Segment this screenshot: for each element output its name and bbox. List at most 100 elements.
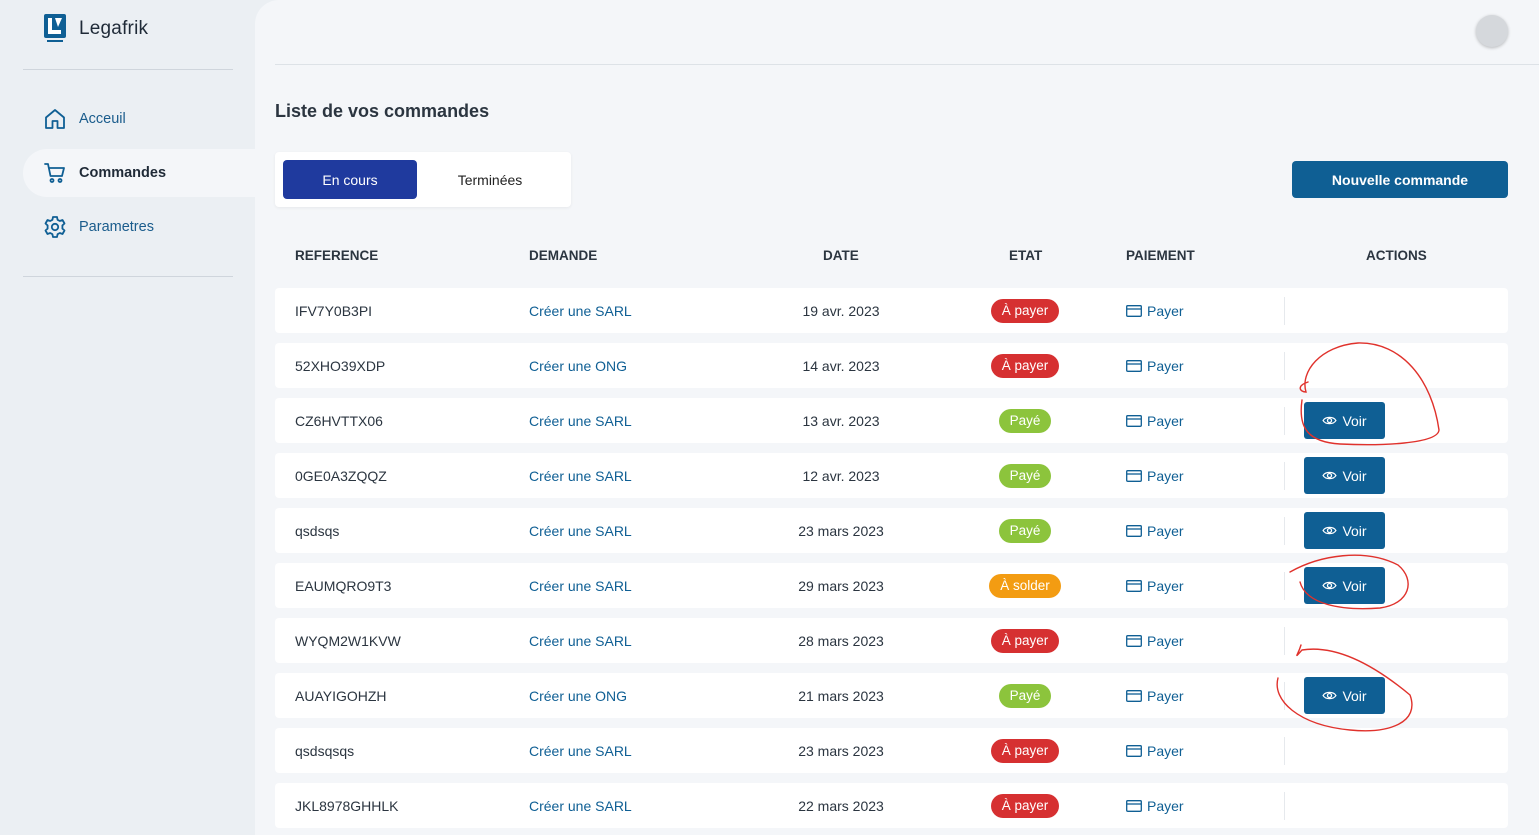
header-paiement: PAIEMENT: [1126, 248, 1195, 263]
logo[interactable]: Legafrik: [44, 14, 148, 44]
order-reference: IFV7Y0B3PI: [295, 302, 373, 319]
credit-card-icon: [1126, 469, 1142, 482]
eye-icon: [1322, 581, 1338, 590]
status-tabs: En cours Terminées: [275, 152, 571, 207]
actions-divider: [1284, 352, 1285, 380]
order-date: 23 mars 2023: [798, 742, 884, 759]
order-demande-link[interactable]: Créer une SARL: [529, 742, 632, 759]
order-demande-link[interactable]: Créer une SARL: [529, 302, 632, 319]
table-row: 0GE0A3ZQQZ Créer une SARL 12 avr. 2023 Payé…: [275, 453, 1508, 498]
table-row: WYQM2W1KVW Créer une SARL 28 mars 2023 À pa…: [275, 618, 1508, 663]
order-date: 29 mars 2023: [798, 577, 884, 594]
pay-label: Payer: [1147, 742, 1184, 759]
view-label: Voir: [1342, 687, 1367, 704]
credit-card-icon: [1126, 359, 1142, 372]
status-badge: Payé: [998, 463, 1052, 488]
header-demande: DEMANDE: [529, 248, 598, 263]
actions-divider: [1284, 462, 1285, 490]
order-reference: qsdsqs: [295, 522, 340, 539]
pay-link[interactable]: Payer: [1126, 563, 1184, 608]
order-date: 13 avr. 2023: [802, 412, 880, 429]
order-demande-link[interactable]: Créer une SARL: [529, 632, 632, 649]
home-icon: [45, 109, 65, 129]
page-title: Liste de vos commandes: [275, 101, 490, 121]
view-button[interactable]: Voir: [1304, 457, 1385, 494]
avatar[interactable]: [1476, 15, 1508, 47]
order-demande-link[interactable]: Créer une SARL: [529, 577, 632, 594]
view-label: Voir: [1342, 522, 1367, 539]
view-label: Voir: [1342, 467, 1367, 484]
credit-card-icon: [1126, 744, 1142, 757]
sidebar-item-commandes[interactable]: Commandes: [23, 149, 255, 197]
table-row: IFV7Y0B3PI Créer une SARL 19 avr. 2023 À pa…: [275, 288, 1508, 333]
new-order-button[interactable]: Nouvelle commande: [1292, 161, 1508, 198]
pay-label: Payer: [1147, 632, 1184, 649]
pay-link[interactable]: Payer: [1126, 728, 1184, 773]
sidebar-item-label: Acceuil: [79, 111, 126, 127]
pay-label: Payer: [1147, 302, 1184, 319]
pay-label: Payer: [1147, 522, 1184, 539]
status-badge: À payer: [990, 793, 1060, 818]
table-header: REFERENCE DEMANDE DATE ETAT PAIEMENT ACT…: [275, 240, 1508, 270]
actions-divider: [1284, 627, 1285, 655]
tab-en-cours[interactable]: En cours: [283, 160, 417, 199]
header-etat: ETAT: [1009, 248, 1043, 263]
order-date: 12 avr. 2023: [802, 467, 880, 484]
order-reference: 52XHO39XDP: [295, 357, 386, 374]
order-demande-link[interactable]: Créer une ONG: [529, 687, 628, 704]
sidebar-divider-bottom: [23, 276, 233, 277]
pay-link[interactable]: Payer: [1126, 288, 1184, 333]
view-button[interactable]: Voir: [1304, 677, 1385, 714]
credit-card-icon: [1126, 524, 1142, 537]
eye-icon: [1322, 416, 1338, 425]
header-divider: [275, 64, 1539, 65]
order-date: 23 mars 2023: [798, 522, 884, 539]
table-row: qsdsqsqs Créer une SARL 23 mars 2023 À paye…: [275, 728, 1508, 773]
sidebar-divider-top: [23, 69, 233, 70]
status-badge: À payer: [990, 353, 1060, 378]
pay-link[interactable]: Payer: [1126, 673, 1184, 718]
order-demande-link[interactable]: Créer une SARL: [529, 412, 632, 429]
view-button[interactable]: Voir: [1304, 512, 1385, 549]
pay-link[interactable]: Payer: [1126, 508, 1184, 553]
view-button[interactable]: Voir: [1304, 567, 1385, 604]
view-button[interactable]: Voir: [1304, 402, 1385, 439]
order-demande-link[interactable]: Créer une ONG: [529, 357, 628, 374]
status-badge: À payer: [990, 628, 1060, 653]
pay-link[interactable]: Payer: [1126, 618, 1184, 663]
order-reference: WYQM2W1KVW: [295, 632, 401, 649]
credit-card-icon: [1126, 799, 1142, 812]
status-badge: À payer: [990, 738, 1060, 763]
sidebar-item-parametres[interactable]: Parametres: [23, 203, 255, 251]
table-row: CZ6HVTTX06 Créer une SARL 13 avr. 2023 Payé…: [275, 398, 1508, 443]
order-demande-link[interactable]: Créer une SARL: [529, 797, 632, 814]
pay-link[interactable]: Payer: [1126, 343, 1184, 388]
order-demande-link[interactable]: Créer une SARL: [529, 467, 632, 484]
order-reference: JKL8978GHHLK: [295, 797, 399, 814]
sidebar-item-label: Commandes: [79, 165, 167, 181]
tab-terminees[interactable]: Terminées: [457, 171, 523, 188]
actions-divider: [1284, 517, 1285, 545]
pay-link[interactable]: Payer: [1126, 453, 1184, 498]
status-badge: Payé: [998, 683, 1052, 708]
pay-link[interactable]: Payer: [1126, 783, 1184, 828]
sidebar: Legafrik Acceuil Commandes Parametres: [0, 0, 255, 835]
table-row: JKL8978GHHLK Créer une SARL 22 mars 2023 À …: [275, 783, 1508, 828]
order-reference: qsdsqsqs: [295, 742, 355, 759]
credit-card-icon: [1126, 579, 1142, 592]
status-badge: Payé: [998, 408, 1052, 433]
legafrik-logo-icon: [44, 14, 66, 42]
pay-label: Payer: [1147, 357, 1184, 374]
table-row: 52XHO39XDP Créer une ONG 14 avr. 2023 À pay…: [275, 343, 1508, 388]
order-reference: EAUMQRO9T3: [295, 577, 392, 594]
order-date: 28 mars 2023: [798, 632, 884, 649]
order-reference: 0GE0A3ZQQZ: [295, 467, 387, 484]
order-demande-link[interactable]: Créer une SARL: [529, 522, 632, 539]
sidebar-item-acceuil[interactable]: Acceuil: [23, 95, 255, 143]
table-row: qsdsqs Créer une SARL 23 mars 2023 Payé Paye…: [275, 508, 1508, 553]
app-name: Legafrik: [79, 18, 149, 39]
pay-link[interactable]: Payer: [1126, 398, 1184, 443]
gear-icon: [44, 216, 66, 238]
order-reference: CZ6HVTTX06: [295, 412, 383, 429]
header-reference: REFERENCE: [295, 248, 379, 263]
